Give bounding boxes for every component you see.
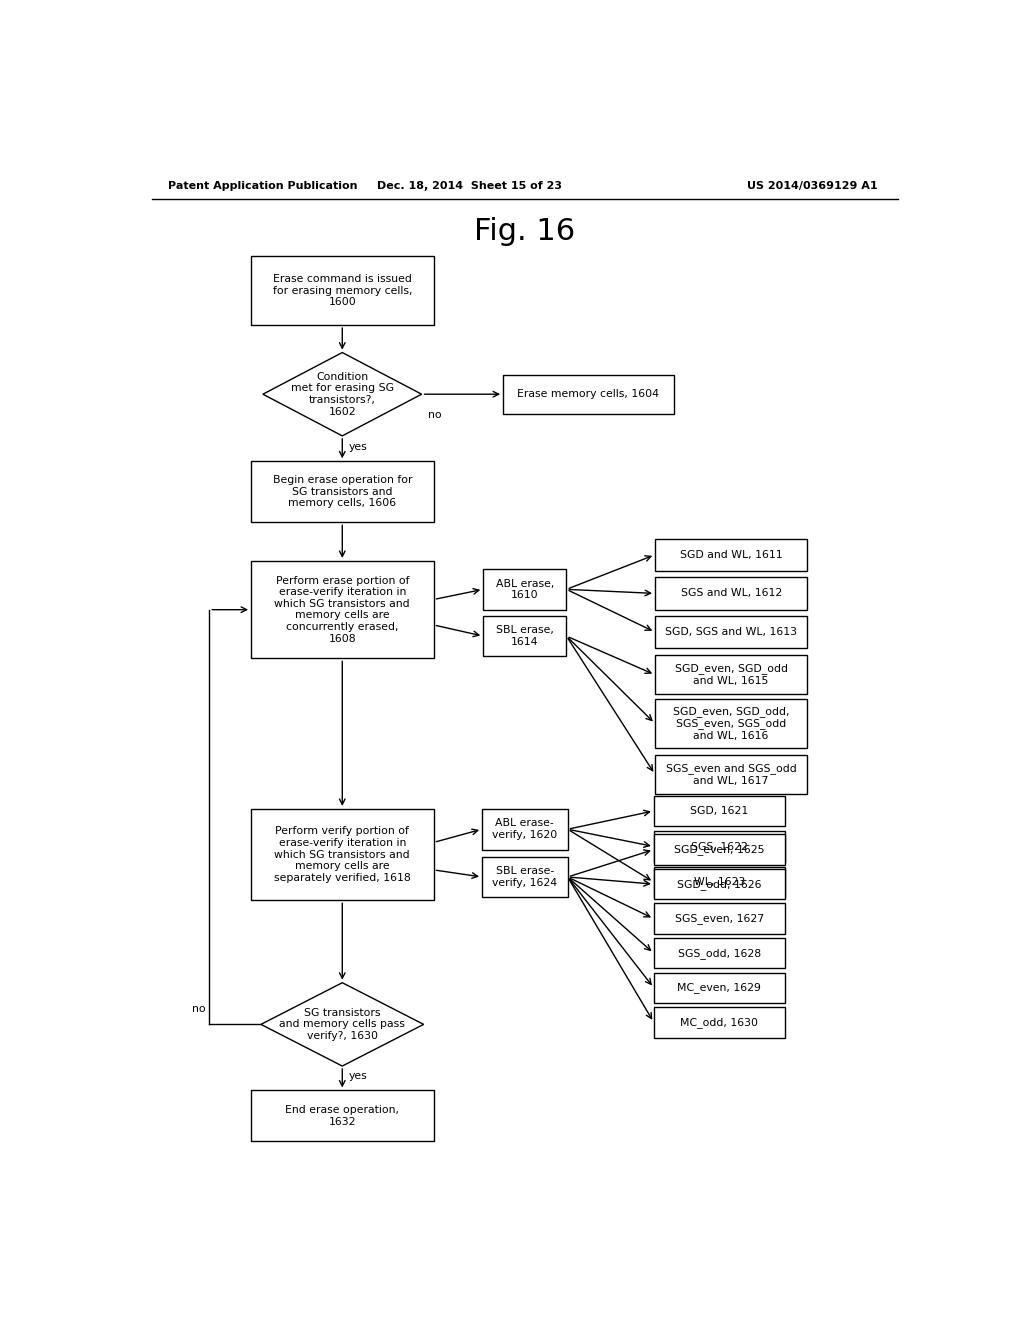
Text: ABL erase,
1610: ABL erase, 1610 (496, 578, 554, 601)
FancyBboxPatch shape (251, 1090, 433, 1142)
Text: SGS_odd, 1628: SGS_odd, 1628 (678, 948, 761, 958)
FancyBboxPatch shape (251, 809, 433, 900)
Text: SBL erase,
1614: SBL erase, 1614 (496, 626, 554, 647)
Text: no: no (428, 411, 441, 421)
Text: no: no (191, 1005, 206, 1014)
Text: Condition
met for erasing SG
transistors?,
1602: Condition met for erasing SG transistors… (291, 372, 394, 417)
Text: Dec. 18, 2014  Sheet 15 of 23: Dec. 18, 2014 Sheet 15 of 23 (377, 181, 562, 191)
FancyBboxPatch shape (655, 615, 807, 648)
FancyBboxPatch shape (655, 539, 807, 572)
Polygon shape (263, 352, 422, 436)
Text: SG transistors
and memory cells pass
verify?, 1630: SG transistors and memory cells pass ver… (280, 1007, 406, 1041)
Text: MC_even, 1629: MC_even, 1629 (677, 982, 761, 993)
Text: MC_odd, 1630: MC_odd, 1630 (680, 1016, 758, 1028)
Text: yes: yes (348, 442, 368, 451)
FancyBboxPatch shape (653, 832, 784, 862)
FancyBboxPatch shape (655, 755, 807, 793)
Text: Patent Application Publication: Patent Application Publication (168, 181, 357, 191)
Polygon shape (261, 982, 424, 1067)
Text: SGD_even, SGD_odd,
SGS_even, SGS_odd
and WL, 1616: SGD_even, SGD_odd, SGS_even, SGS_odd and… (673, 706, 790, 741)
FancyBboxPatch shape (653, 973, 784, 1003)
FancyBboxPatch shape (653, 796, 784, 826)
Text: SGD_even, 1625: SGD_even, 1625 (674, 843, 765, 855)
Text: US 2014/0369129 A1: US 2014/0369129 A1 (748, 181, 878, 191)
Text: WL, 1623: WL, 1623 (693, 876, 744, 887)
Text: SGS, 1622: SGS, 1622 (691, 842, 748, 851)
Text: SGD, SGS and WL, 1613: SGD, SGS and WL, 1613 (666, 627, 797, 638)
FancyBboxPatch shape (251, 256, 433, 325)
Text: Begin erase operation for
SG transistors and
memory cells, 1606: Begin erase operation for SG transistors… (272, 475, 412, 508)
Text: SGD_even, SGD_odd
and WL, 1615: SGD_even, SGD_odd and WL, 1615 (675, 664, 787, 686)
Text: Fig. 16: Fig. 16 (474, 216, 575, 246)
Text: ABL erase-
verify, 1620: ABL erase- verify, 1620 (493, 818, 557, 840)
FancyBboxPatch shape (653, 1007, 784, 1038)
FancyBboxPatch shape (653, 869, 784, 899)
Text: Perform erase portion of
erase-verify iteration in
which SG transistors and
memo: Perform erase portion of erase-verify it… (274, 576, 410, 644)
FancyBboxPatch shape (483, 615, 566, 656)
FancyBboxPatch shape (482, 857, 567, 898)
Text: End erase operation,
1632: End erase operation, 1632 (286, 1105, 399, 1127)
FancyBboxPatch shape (653, 939, 784, 969)
FancyBboxPatch shape (653, 903, 784, 935)
FancyBboxPatch shape (251, 561, 433, 659)
Text: SGS_even, 1627: SGS_even, 1627 (675, 913, 764, 924)
FancyBboxPatch shape (653, 867, 784, 898)
FancyBboxPatch shape (655, 577, 807, 610)
FancyBboxPatch shape (503, 375, 674, 413)
Text: SBL erase-
verify, 1624: SBL erase- verify, 1624 (493, 866, 557, 888)
Text: SGD and WL, 1611: SGD and WL, 1611 (680, 550, 782, 560)
Text: SGD_odd, 1626: SGD_odd, 1626 (677, 879, 762, 890)
Text: SGD, 1621: SGD, 1621 (690, 807, 749, 816)
FancyBboxPatch shape (482, 809, 567, 850)
FancyBboxPatch shape (251, 461, 433, 523)
Text: Erase memory cells, 1604: Erase memory cells, 1604 (517, 389, 659, 399)
Text: yes: yes (348, 1071, 368, 1081)
FancyBboxPatch shape (483, 569, 566, 610)
FancyBboxPatch shape (655, 700, 807, 748)
Text: SGS and WL, 1612: SGS and WL, 1612 (681, 589, 781, 598)
Text: Perform verify portion of
erase-verify iteration in
which SG transistors and
mem: Perform verify portion of erase-verify i… (273, 826, 411, 883)
FancyBboxPatch shape (653, 834, 784, 865)
FancyBboxPatch shape (655, 656, 807, 694)
Text: Erase command is issued
for erasing memory cells,
1600: Erase command is issued for erasing memo… (272, 275, 412, 308)
Text: SGS_even and SGS_odd
and WL, 1617: SGS_even and SGS_odd and WL, 1617 (666, 763, 797, 785)
